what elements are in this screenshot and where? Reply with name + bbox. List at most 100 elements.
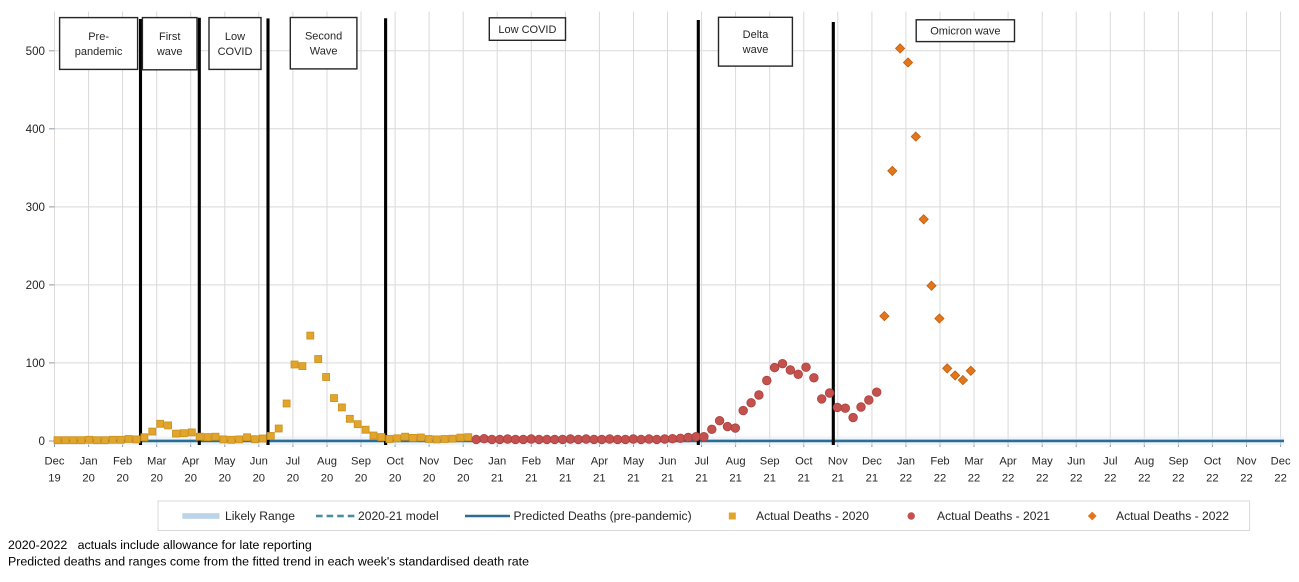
svg-text:21: 21: [661, 473, 673, 485]
svg-text:500: 500: [26, 45, 45, 58]
svg-text:22: 22: [1240, 473, 1252, 485]
svg-text:Predicted deaths and ranges co: Predicted deaths and ranges come from th…: [8, 555, 529, 569]
svg-text:Predicted Deaths (pre-pandemic: Predicted Deaths (pre-pandemic): [514, 509, 692, 523]
svg-text:Apr: Apr: [999, 456, 1017, 468]
svg-text:Dec: Dec: [1271, 456, 1291, 468]
svg-text:22: 22: [900, 473, 912, 485]
svg-text:wave: wave: [742, 44, 769, 56]
svg-text:20: 20: [82, 473, 94, 485]
svg-text:20: 20: [389, 473, 401, 485]
svg-text:Dec: Dec: [862, 456, 882, 468]
svg-text:Feb: Feb: [522, 456, 541, 468]
svg-text:Dec: Dec: [45, 456, 65, 468]
svg-text:Nov: Nov: [828, 456, 848, 468]
svg-text:May: May: [1032, 456, 1054, 468]
svg-text:21: 21: [729, 473, 741, 485]
svg-text:21: 21: [491, 473, 503, 485]
svg-text:Second: Second: [305, 31, 342, 43]
svg-text:2020-2022 actuals include al: 2020-2022 actuals include allowance for …: [8, 538, 312, 552]
svg-text:20: 20: [287, 473, 299, 485]
svg-text:21: 21: [832, 473, 844, 485]
svg-text:20: 20: [321, 473, 333, 485]
svg-text:Aug: Aug: [317, 456, 337, 468]
svg-text:wave: wave: [156, 46, 183, 58]
svg-text:Low COVID: Low COVID: [498, 24, 556, 36]
svg-text:Actual Deaths - 2020: Actual Deaths - 2020: [756, 509, 869, 523]
svg-text:22: 22: [1036, 473, 1048, 485]
svg-text:21: 21: [525, 473, 537, 485]
svg-text:Feb: Feb: [930, 456, 949, 468]
svg-text:Likely Range: Likely Range: [225, 509, 295, 523]
svg-text:First: First: [159, 31, 180, 43]
svg-text:Apr: Apr: [591, 456, 609, 468]
svg-text:Oct: Oct: [386, 456, 404, 468]
svg-text:Jul: Jul: [1103, 456, 1117, 468]
svg-text:400: 400: [26, 123, 45, 136]
svg-text:20: 20: [355, 473, 367, 485]
svg-text:22: 22: [1002, 473, 1014, 485]
svg-text:21: 21: [593, 473, 605, 485]
svg-text:Dec: Dec: [453, 456, 473, 468]
svg-text:21: 21: [559, 473, 571, 485]
svg-text:20: 20: [423, 473, 435, 485]
svg-text:COVID: COVID: [218, 46, 253, 58]
svg-text:Aug: Aug: [1134, 456, 1154, 468]
svg-text:Jul: Jul: [286, 456, 300, 468]
svg-text:20: 20: [184, 473, 196, 485]
svg-text:2020-21 model: 2020-21 model: [358, 509, 439, 523]
svg-text:May: May: [623, 456, 645, 468]
svg-text:22: 22: [1274, 473, 1286, 485]
svg-text:Jun: Jun: [250, 456, 268, 468]
svg-text:Jun: Jun: [658, 456, 676, 468]
svg-text:22: 22: [968, 473, 980, 485]
svg-text:22: 22: [1138, 473, 1150, 485]
svg-text:20: 20: [253, 473, 265, 485]
svg-text:Delta: Delta: [743, 29, 770, 41]
svg-text:Actual Deaths - 2022: Actual Deaths - 2022: [1116, 509, 1229, 523]
svg-text:20: 20: [219, 473, 231, 485]
svg-text:300: 300: [26, 201, 45, 214]
svg-text:21: 21: [866, 473, 878, 485]
svg-text:21: 21: [798, 473, 810, 485]
svg-text:Mar: Mar: [147, 456, 167, 468]
svg-text:Jan: Jan: [897, 456, 915, 468]
svg-text:May: May: [214, 456, 236, 468]
svg-text:21: 21: [763, 473, 775, 485]
svg-text:Pre-: Pre-: [88, 31, 109, 43]
svg-text:20: 20: [150, 473, 162, 485]
svg-text:Actual Deaths - 2021: Actual Deaths - 2021: [937, 509, 1050, 523]
svg-text:22: 22: [934, 473, 946, 485]
svg-text:100: 100: [26, 357, 45, 370]
svg-text:Low: Low: [225, 31, 245, 43]
svg-text:22: 22: [1206, 473, 1218, 485]
svg-text:200: 200: [26, 279, 45, 292]
svg-text:Aug: Aug: [726, 456, 746, 468]
svg-text:Jan: Jan: [488, 456, 506, 468]
svg-text:Jan: Jan: [80, 456, 98, 468]
svg-text:20: 20: [116, 473, 128, 485]
svg-text:Wave: Wave: [310, 46, 338, 58]
svg-text:20: 20: [457, 473, 469, 485]
svg-text:Jun: Jun: [1067, 456, 1085, 468]
svg-text:Jul: Jul: [694, 456, 708, 468]
svg-text:Apr: Apr: [182, 456, 200, 468]
svg-text:Feb: Feb: [113, 456, 132, 468]
svg-text:Omicron wave: Omicron wave: [930, 26, 1000, 38]
svg-text:21: 21: [695, 473, 707, 485]
svg-text:19: 19: [48, 473, 60, 485]
svg-text:Mar: Mar: [964, 456, 984, 468]
svg-text:Oct: Oct: [1204, 456, 1222, 468]
svg-text:Oct: Oct: [795, 456, 813, 468]
svg-text:22: 22: [1070, 473, 1082, 485]
svg-text:Nov: Nov: [1237, 456, 1257, 468]
svg-text:pandemic: pandemic: [75, 46, 123, 58]
svg-text:Sep: Sep: [351, 456, 371, 468]
svg-text:Nov: Nov: [419, 456, 439, 468]
svg-text:Sep: Sep: [760, 456, 780, 468]
svg-text:21: 21: [627, 473, 639, 485]
svg-text:0: 0: [39, 435, 45, 448]
svg-text:22: 22: [1172, 473, 1184, 485]
svg-text:Mar: Mar: [556, 456, 576, 468]
svg-text:Sep: Sep: [1168, 456, 1188, 468]
svg-text:22: 22: [1104, 473, 1116, 485]
